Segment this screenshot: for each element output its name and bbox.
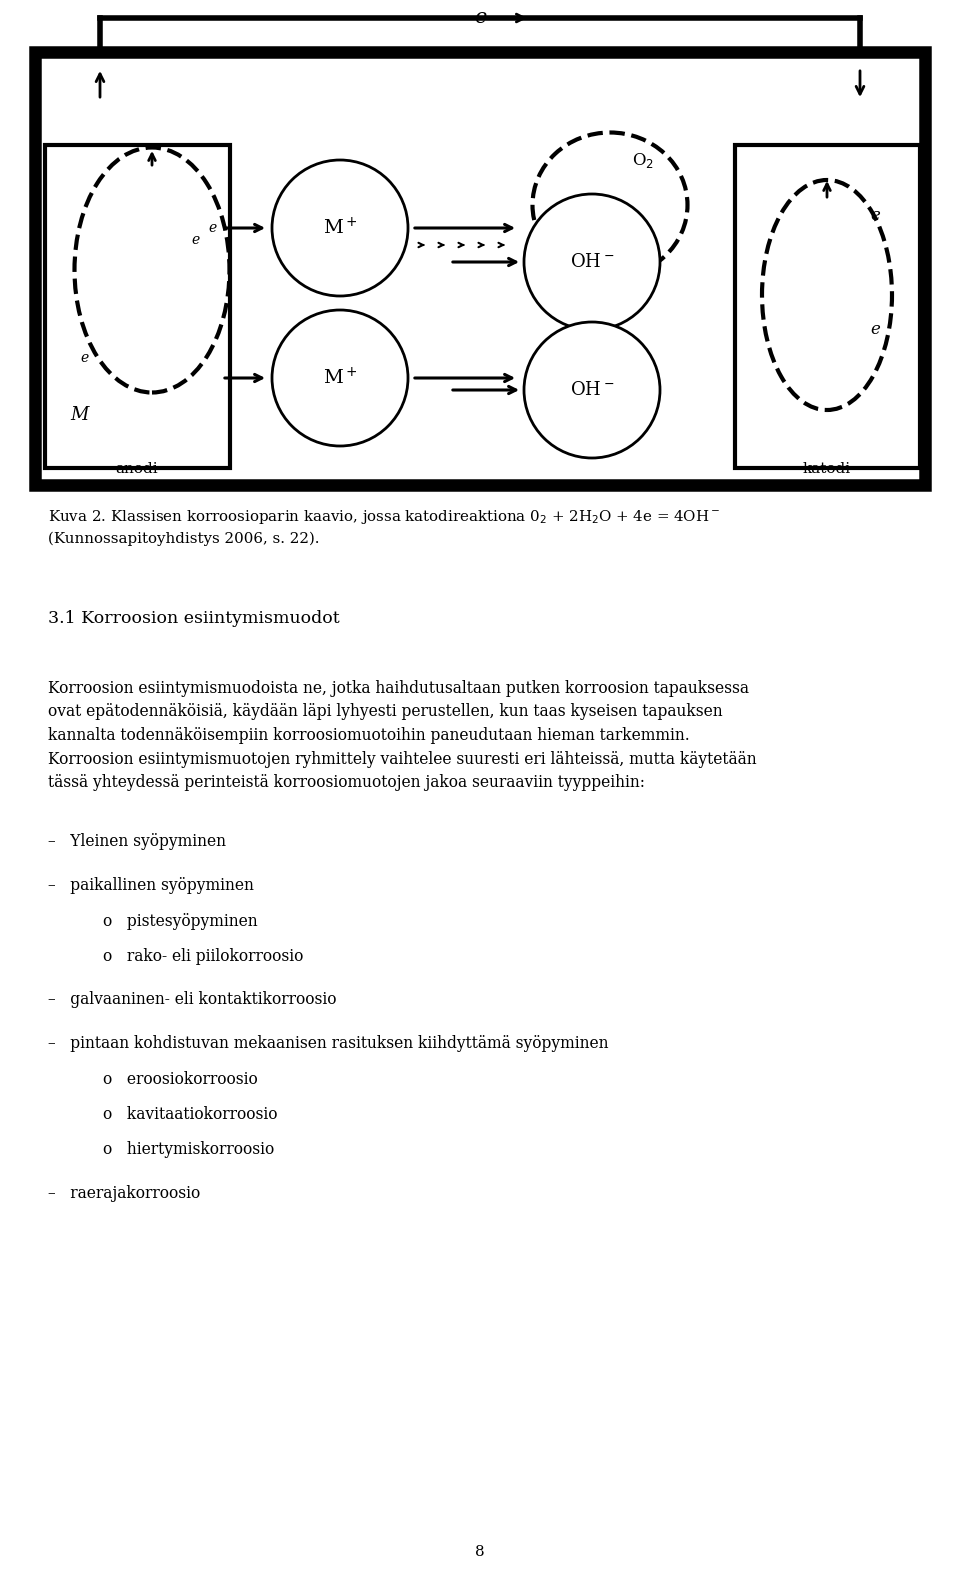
Text: e: e <box>192 234 200 246</box>
Text: Korroosion esiintymismuotojen ryhmittely vaihtelee suuresti eri lähteissä, mutta: Korroosion esiintymismuotojen ryhmittely… <box>48 750 756 767</box>
Text: (Kunnossapitoyhdistys 2006, s. 22).: (Kunnossapitoyhdistys 2006, s. 22). <box>48 532 320 546</box>
Text: –   pintaan kohdistuvan mekaanisen rasituksen kiihdyttämä syöpyminen: – pintaan kohdistuvan mekaanisen rasituk… <box>48 1036 609 1051</box>
Text: –   paikallinen syöpyminen: – paikallinen syöpyminen <box>48 877 253 894</box>
Text: e: e <box>209 221 217 235</box>
Text: M: M <box>70 406 88 424</box>
Circle shape <box>272 311 408 446</box>
Text: 3.1 Korroosion esiintymismuodot: 3.1 Korroosion esiintymismuodot <box>48 610 340 628</box>
Text: M$^+$: M$^+$ <box>323 218 357 238</box>
Text: O$_2$: O$_2$ <box>632 151 654 169</box>
Text: –   raerajakorroosio: – raerajakorroosio <box>48 1185 201 1202</box>
Text: e: e <box>474 8 486 27</box>
Text: e: e <box>81 351 89 366</box>
Text: Kuva 2. Klassisen korroosioparin kaavio, jossa katodireaktiona 0$_2$ + 2H$_2$O +: Kuva 2. Klassisen korroosioparin kaavio,… <box>48 508 720 526</box>
Text: o   hiertymiskorroosio: o hiertymiskorroosio <box>103 1142 275 1158</box>
Text: ovat epätodennäköisiä, käydään läpi lyhyesti perustellen, kun taas kyseisen tapa: ovat epätodennäköisiä, käydään läpi lyhy… <box>48 703 723 720</box>
Text: o   kavitaatiokorroosio: o kavitaatiokorroosio <box>103 1106 277 1123</box>
Text: M$^+$: M$^+$ <box>323 367 357 389</box>
Circle shape <box>524 195 660 329</box>
Text: o   rako- eli piilokorroosio: o rako- eli piilokorroosio <box>103 948 303 965</box>
Text: OH$^-$: OH$^-$ <box>570 253 614 271</box>
Text: e: e <box>870 207 880 223</box>
Text: kannalta todennäköisempiin korroosiomuotoihin paneudutaan hieman tarkemmin.: kannalta todennäköisempiin korroosiomuot… <box>48 726 689 744</box>
Bar <box>35 52 925 485</box>
Bar <box>45 144 230 468</box>
Text: Korroosion esiintymismuodoista ne, jotka haihdutusaltaan putken korroosion tapau: Korroosion esiintymismuodoista ne, jotka… <box>48 679 749 697</box>
Text: katodi: katodi <box>803 461 852 475</box>
Text: –   galvaaninen- eli kontaktikorroosio: – galvaaninen- eli kontaktikorroosio <box>48 992 337 1009</box>
Text: o   pistesyöpyminen: o pistesyöpyminen <box>103 913 257 929</box>
Text: o   eroosiokorroosio: o eroosiokorroosio <box>103 1070 257 1087</box>
Bar <box>735 144 920 468</box>
Text: e: e <box>870 322 880 339</box>
Text: tässä yhteydessä perinteistä korroosiomuotojen jakoa seuraaviin tyyppeihin:: tässä yhteydessä perinteistä korroosiomu… <box>48 774 645 791</box>
Text: anodi: anodi <box>116 461 158 475</box>
Text: OH$^-$: OH$^-$ <box>570 381 614 399</box>
Text: –   Yleinen syöpyminen: – Yleinen syöpyminen <box>48 833 226 850</box>
Text: 8: 8 <box>475 1545 485 1560</box>
Circle shape <box>524 322 660 458</box>
Circle shape <box>272 160 408 297</box>
